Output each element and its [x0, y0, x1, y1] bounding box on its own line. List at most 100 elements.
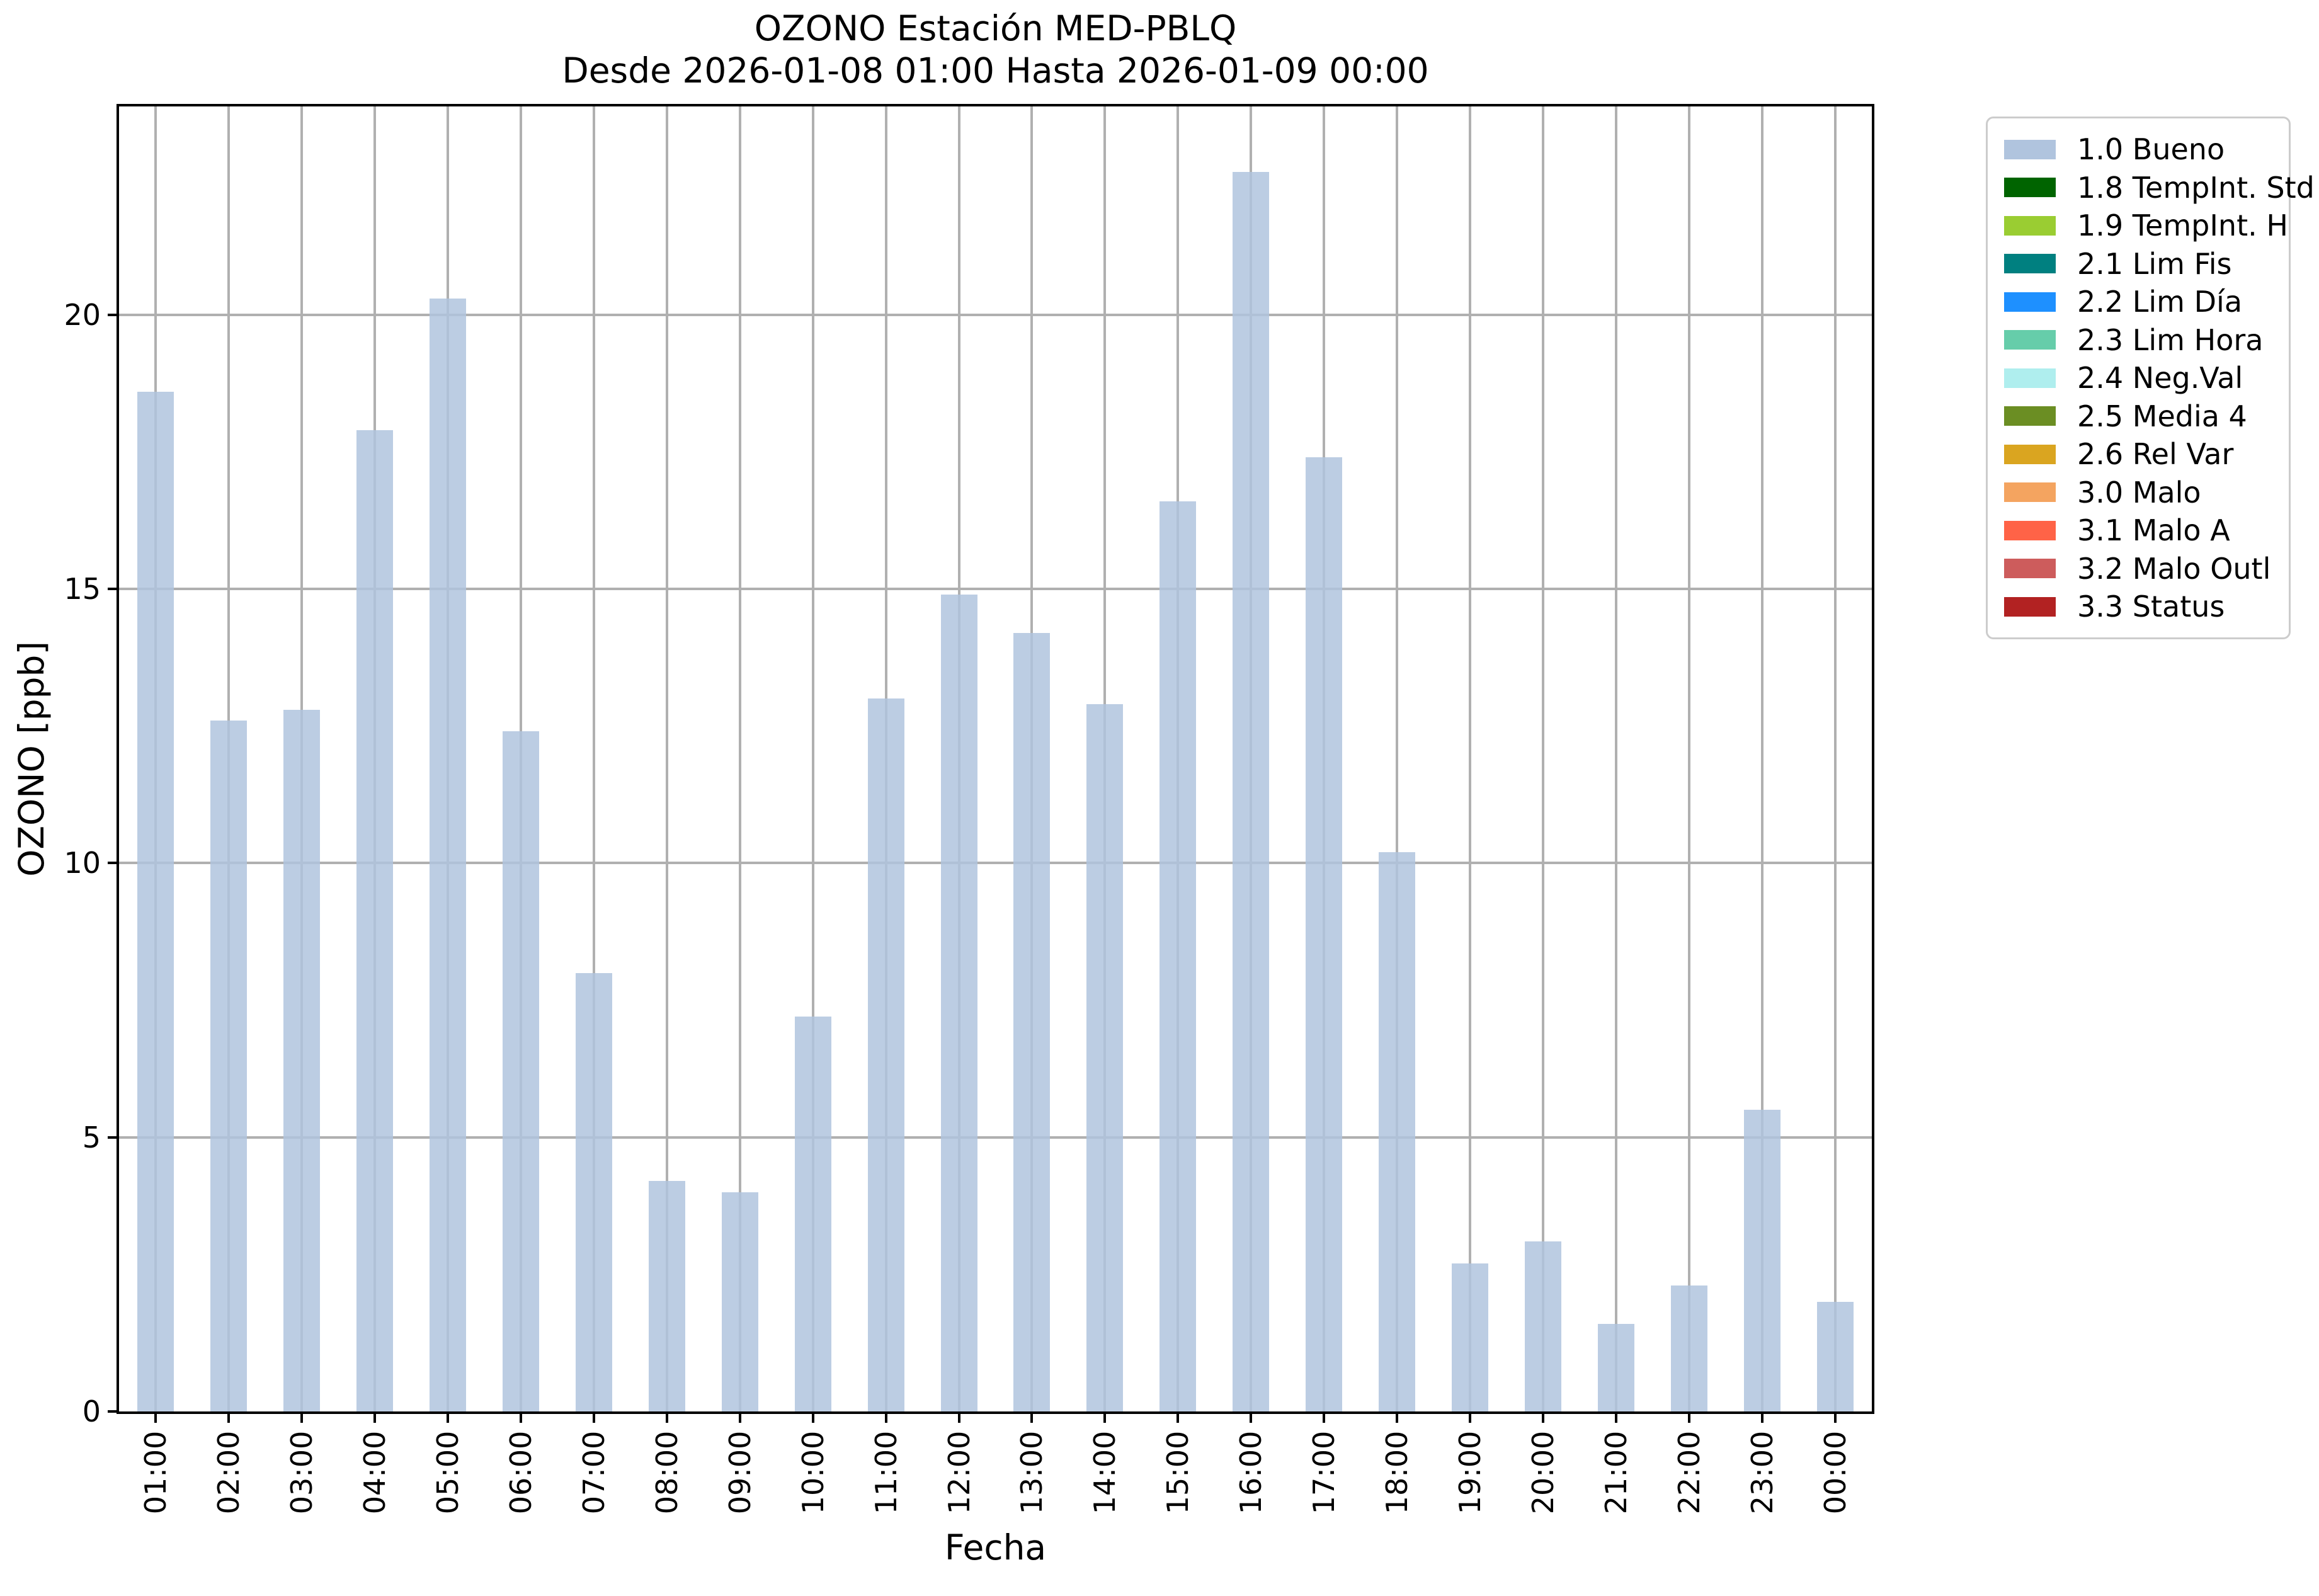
chart-title: OZONO Estación MED-PBLQ Desde 2026-01-08…: [117, 8, 1874, 92]
x-tick-label: 07:00: [576, 1430, 611, 1515]
gridline-vertical: [1834, 106, 1837, 1411]
x-tick-mark: [1030, 1414, 1034, 1423]
x-tick-mark: [1177, 1414, 1180, 1423]
y-tick-mark: [108, 862, 117, 865]
legend-swatch-icon: [2004, 368, 2056, 388]
y-tick-mark: [108, 1410, 117, 1413]
x-tick-label: 11:00: [869, 1430, 903, 1515]
gridline-horizontal: [119, 313, 1872, 316]
bars: [119, 106, 1872, 1411]
gridline-vertical: [1688, 106, 1691, 1411]
x-tick-label: 20:00: [1526, 1430, 1561, 1515]
x-tick-mark: [1323, 1414, 1326, 1423]
x-tick-mark: [957, 1414, 960, 1423]
x-tick-mark: [1542, 1414, 1545, 1423]
legend-swatch-icon: [2004, 444, 2056, 464]
x-tick-label: 17:00: [1307, 1430, 1342, 1515]
legend-label: 1.0 Bueno: [2077, 132, 2225, 166]
x-tick-label: 22:00: [1672, 1430, 1707, 1515]
bar-06:00: [502, 731, 539, 1411]
bar-18:00: [1379, 852, 1416, 1411]
bar-08:00: [648, 1181, 685, 1411]
legend-item: 1.9 TempInt. H: [2004, 210, 2288, 241]
legend-label: 3.2 Malo Outl: [2077, 551, 2271, 586]
x-tick-label: 12:00: [942, 1430, 976, 1515]
gridline-horizontal: [119, 862, 1872, 865]
x-tick-mark: [373, 1414, 376, 1423]
x-tick-label: 14:00: [1088, 1430, 1122, 1515]
x-tick-mark: [1834, 1414, 1837, 1423]
legend-item: 1.0 Bueno: [2004, 134, 2272, 165]
y-tick-label: 15: [64, 572, 101, 607]
legend-label: 3.1 Malo A: [2077, 513, 2230, 547]
x-axis-label: Fecha: [944, 1527, 1047, 1568]
x-tick-label: 08:00: [649, 1430, 684, 1515]
legend-item: 2.1 Lim Fis: [2004, 248, 2272, 280]
legend-label: 1.8 TempInt. Std: [2077, 170, 2315, 205]
gridline-vertical: [1469, 106, 1472, 1411]
x-tick-mark: [1250, 1414, 1253, 1423]
x-tick-label: 16:00: [1234, 1430, 1268, 1515]
bar-07:00: [575, 972, 612, 1411]
x-tick-mark: [738, 1414, 741, 1423]
gridline-vertical: [1761, 106, 1764, 1411]
x-tick-label: 15:00: [1161, 1430, 1195, 1515]
x-tick-mark: [1396, 1414, 1399, 1423]
x-tick-label: 01:00: [138, 1430, 173, 1515]
legend-label: 2.1 Lim Fis: [2077, 246, 2232, 281]
gridline-vertical: [592, 106, 595, 1411]
legend-label: 2.4 Neg.Val: [2077, 361, 2243, 395]
chart-title-line2: Desde 2026-01-08 01:00 Hasta 2026-01-09 …: [562, 50, 1429, 91]
legend-item: 2.5 Media 4: [2004, 401, 2272, 432]
y-tick-label: 0: [82, 1394, 101, 1428]
bar-00:00: [1817, 1301, 1854, 1411]
x-tick-label: 23:00: [1745, 1430, 1780, 1515]
bar-14:00: [1086, 704, 1124, 1411]
legend-item: 1.8 TempInt. Std: [2004, 172, 2315, 203]
legend-label: 3.0 Malo: [2077, 475, 2201, 510]
legend-swatch-icon: [2004, 559, 2056, 578]
legend-item: 3.3 Status: [2004, 591, 2272, 622]
x-tick-mark: [665, 1414, 668, 1423]
bar-05:00: [429, 298, 466, 1411]
legend-label: 3.3 Status: [2077, 590, 2225, 624]
x-tick-label: 02:00: [211, 1430, 246, 1515]
y-tick-label: 20: [64, 297, 101, 332]
bar-12:00: [940, 594, 977, 1411]
bar-23:00: [1744, 1110, 1781, 1411]
x-tick-mark: [154, 1414, 157, 1423]
legend-item: 2.3 Lim Hora: [2004, 324, 2272, 356]
legend-swatch-icon: [2004, 178, 2056, 197]
x-tick-mark: [300, 1414, 303, 1423]
legend-item: 3.0 Malo: [2004, 477, 2272, 508]
x-tick-mark: [1761, 1414, 1764, 1423]
bar-10:00: [794, 1017, 831, 1411]
gridline-vertical: [1615, 106, 1618, 1411]
y-tick-mark: [108, 1136, 117, 1139]
plot-area: [117, 104, 1874, 1414]
x-tick-label: 03:00: [284, 1430, 319, 1515]
gridline-vertical: [1542, 106, 1545, 1411]
x-tick-mark: [1469, 1414, 1472, 1423]
y-tick-label: 10: [64, 846, 101, 881]
y-axis-label: OZONO [ppb]: [11, 641, 52, 877]
bar-11:00: [867, 698, 904, 1411]
y-tick-mark: [108, 588, 117, 591]
gridline-horizontal: [119, 1136, 1872, 1139]
x-tick-mark: [884, 1414, 887, 1423]
gridline-vertical: [811, 106, 814, 1411]
legend-label: 2.5 Media 4: [2077, 399, 2247, 433]
bar-20:00: [1525, 1241, 1562, 1411]
x-tick-label: 06:00: [503, 1430, 538, 1515]
bar-15:00: [1160, 501, 1197, 1411]
x-tick-mark: [811, 1414, 814, 1423]
bar-09:00: [721, 1192, 758, 1411]
x-tick-mark: [1688, 1414, 1691, 1423]
x-tick-label: 00:00: [1818, 1430, 1853, 1515]
gridline-horizontal: [119, 588, 1872, 591]
x-tick-label: 13:00: [1015, 1430, 1049, 1515]
legend-label: 2.3 Lim Hora: [2077, 322, 2264, 357]
legend-item: 2.6 Rel Var: [2004, 438, 2272, 470]
legend-swatch-icon: [2004, 482, 2056, 502]
